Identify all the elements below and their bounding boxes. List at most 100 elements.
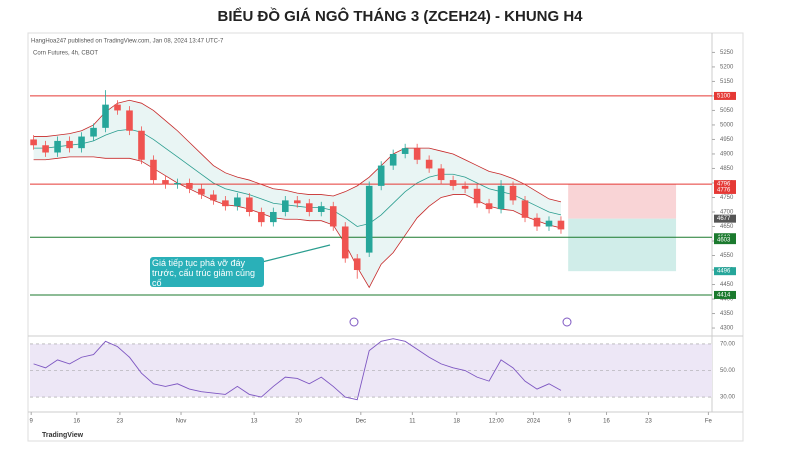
candle-body — [545, 220, 553, 227]
candle-body — [210, 194, 217, 201]
y-tick-label: 4700 — [720, 210, 734, 216]
stop-zone — [568, 184, 677, 219]
annotation: Giá tiếp tục phá vỡ đáy trước, cấu trúc … — [152, 258, 255, 288]
candle-body — [317, 206, 325, 212]
rsi-tick-label: 70.00 — [720, 342, 736, 348]
candle-body — [305, 203, 313, 212]
x-tick-label: 20 — [295, 419, 302, 425]
candle-body — [509, 185, 517, 201]
candle-body — [497, 185, 505, 210]
price-tag-label: 5100 — [717, 94, 731, 100]
candle-body — [162, 180, 169, 185]
candle-body — [557, 220, 565, 230]
x-tick-label: 12:00 — [489, 419, 505, 425]
bb-fill — [33, 100, 561, 288]
candle-body — [389, 153, 397, 166]
price-tag-label: 4603 — [717, 238, 731, 244]
y-tick-label: 5200 — [720, 64, 734, 70]
candle-body — [533, 217, 541, 227]
x-tick-label: 9 — [30, 419, 34, 425]
target-zone — [568, 218, 677, 272]
rsi-tick-label: 50.00 — [720, 368, 736, 374]
price-tag — [714, 180, 736, 189]
symbol: Corn Futures, 4h, CBOT — [33, 51, 98, 57]
candle-body — [485, 203, 493, 210]
candle-body — [365, 185, 373, 253]
y-tick-label: 4900 — [720, 152, 734, 158]
rsi-band — [30, 343, 712, 398]
candle-body — [150, 159, 157, 181]
candle-body — [222, 200, 229, 207]
y-tick-label: 5250 — [720, 50, 734, 56]
candle-body — [234, 197, 241, 207]
x-tick-label: 16 — [603, 419, 610, 425]
candle-body — [449, 180, 457, 186]
candle-body — [114, 104, 121, 111]
x-tick-label: 13 — [251, 419, 258, 425]
bb-line — [33, 156, 562, 289]
candle-body — [377, 165, 385, 186]
annotation-container: Giá tiếp tục phá vỡ đáy trước, cấu trúc … — [152, 258, 255, 288]
candle-body — [353, 258, 361, 271]
y-tick-label: 4300 — [720, 326, 734, 332]
frame — [27, 32, 744, 442]
candle-body — [78, 136, 85, 149]
price-tag-label: 4496 — [717, 269, 731, 275]
plot: 5250520051505100505050004950490048504800… — [30, 50, 736, 425]
x-tick-label: 11 — [409, 419, 416, 425]
y-tick-label: 4750 — [720, 195, 734, 201]
candle-body — [293, 200, 301, 204]
x-tick-label: Dec — [355, 419, 366, 425]
candle-body — [102, 104, 109, 128]
rsi-line — [33, 338, 562, 401]
x-tick-label: 18 — [453, 419, 460, 425]
price-tag — [714, 91, 736, 100]
price-tag-label: 4414 — [717, 293, 731, 299]
y-tick-label: 4350 — [720, 311, 734, 317]
candle-body — [198, 188, 205, 195]
event-icon — [349, 317, 359, 327]
bb-line — [33, 99, 562, 203]
price-tag-label: 4677 — [717, 216, 731, 222]
price-tag — [714, 236, 736, 245]
y-tick-label: 4550 — [720, 253, 734, 259]
candle-body — [246, 197, 253, 212]
chart-title: BIỂU ĐỒ GIÁ NGÔ THÁNG 3 (ZCEH24) - KHUNG… — [217, 7, 583, 25]
y-tick-label: 4650 — [720, 224, 734, 230]
candle-body — [90, 127, 97, 137]
x-tick-label: 9 — [568, 419, 572, 425]
y-tick-label: 5150 — [720, 79, 734, 85]
candle-body — [186, 182, 193, 189]
candle-body — [138, 130, 145, 160]
x-tick-label: 16 — [73, 419, 80, 425]
annotation-pointer — [261, 244, 331, 263]
publisher: HangHoa247 published on TradingView.com,… — [31, 39, 224, 45]
price-tag-label: 4796 — [717, 182, 731, 188]
x-tick-label: Fe — [705, 419, 713, 425]
candle-body — [461, 185, 469, 189]
candle-body — [66, 140, 73, 149]
price-tag-label: 4776 — [717, 188, 731, 194]
x-tick-label: 23 — [117, 419, 124, 425]
candle-body — [174, 182, 181, 185]
x-tick-label: Nov — [176, 419, 187, 425]
price-tag — [714, 267, 736, 276]
y-tick-label: 4950 — [720, 137, 734, 143]
x-tick-label: 23 — [645, 419, 652, 425]
event-icon — [562, 317, 572, 327]
x-tick-label: 2024 — [527, 419, 541, 425]
candle-body — [473, 188, 481, 204]
candle-body — [42, 145, 49, 153]
y-tick-label: 4450 — [720, 282, 734, 288]
candle-body — [413, 148, 421, 160]
candle-body — [270, 211, 277, 223]
candle-body — [521, 200, 529, 218]
candle-body — [341, 226, 349, 259]
candle-body — [126, 110, 133, 131]
y-tick-label: 5000 — [720, 123, 734, 129]
candle-body — [401, 148, 409, 154]
candle-body — [54, 140, 61, 153]
logo: TradingView — [42, 432, 84, 439]
